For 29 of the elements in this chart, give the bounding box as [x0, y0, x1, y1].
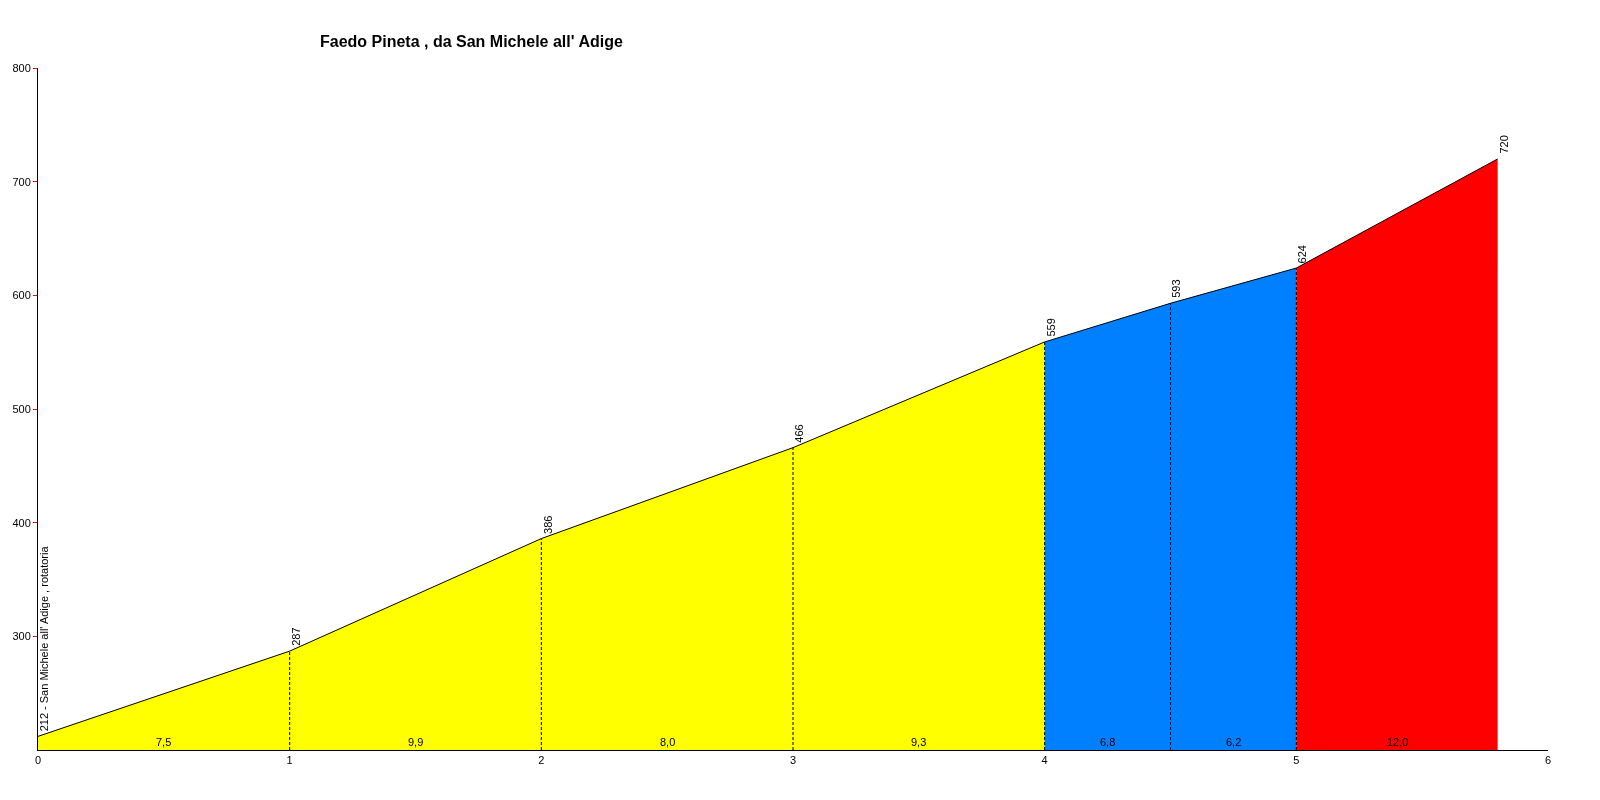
y-tick-label: 500	[12, 402, 31, 415]
x-tick-label: 0	[34, 754, 42, 767]
annotation: 6,2	[1226, 736, 1242, 748]
annotation: 8,0	[660, 736, 676, 748]
data-label: 212 - San Michele all' Adige , rotatoria	[37, 545, 50, 732]
annotation: 12,0	[1387, 736, 1409, 748]
annotation: 9,9	[408, 736, 424, 748]
x-tick-label: 2	[538, 754, 545, 767]
data-label: 624	[1296, 245, 1309, 264]
x-tick-label: 3	[789, 754, 797, 767]
y-tick-label: 400	[12, 516, 31, 529]
data-label: 287	[289, 627, 302, 646]
chart-title: Faedo Pineta , da San Michele all' Adige	[320, 33, 623, 51]
y-tick-label: 700	[12, 175, 31, 188]
annotation: 7,5	[156, 736, 172, 748]
x-tick-label: 4	[1041, 754, 1048, 767]
data-label: 593	[1170, 279, 1183, 298]
annotation: 9,3	[911, 736, 927, 748]
x-tick-label: 1	[286, 754, 293, 767]
y-tick-label: 800	[12, 61, 31, 74]
data-label: 386	[541, 515, 554, 534]
y-tick-label: 600	[12, 289, 31, 302]
x-tick-label: 6	[1544, 754, 1552, 767]
data-label: 559	[1044, 318, 1057, 337]
x-tick-label: 5	[1293, 754, 1300, 767]
data-label: 466	[793, 424, 806, 443]
data-label: 720	[1497, 135, 1510, 154]
y-tick-label: 300	[12, 630, 31, 643]
annotation: 6,8	[1100, 736, 1116, 748]
